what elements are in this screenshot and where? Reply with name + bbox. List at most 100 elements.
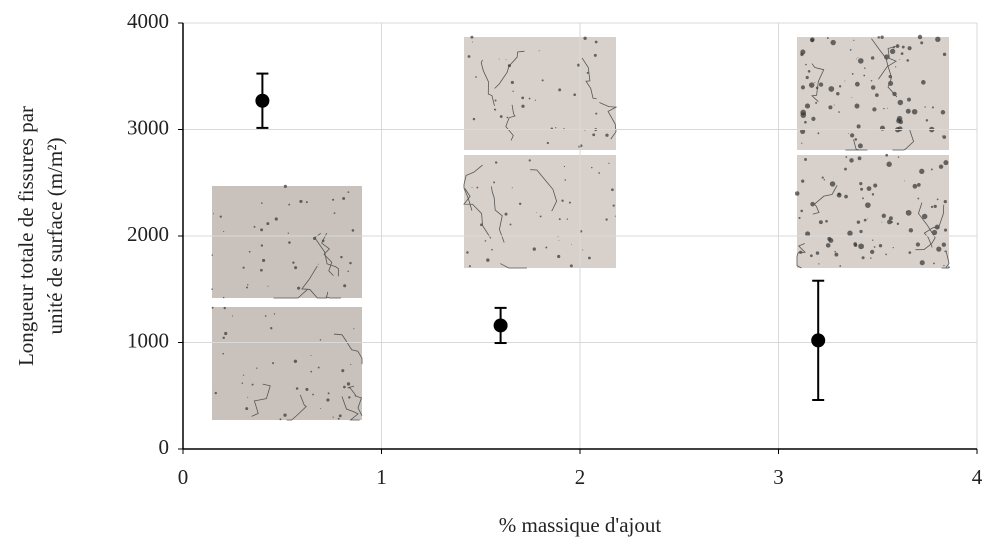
speck — [905, 210, 912, 216]
speck — [608, 162, 610, 164]
speck — [342, 196, 346, 200]
speck — [888, 216, 893, 221]
speck — [343, 284, 347, 288]
speck — [861, 256, 865, 260]
speck — [828, 105, 833, 110]
speck — [494, 99, 497, 102]
speck — [859, 182, 863, 186]
speck — [538, 50, 540, 52]
speck — [245, 286, 248, 289]
speck — [518, 202, 522, 206]
speck — [279, 418, 282, 421]
speck — [214, 391, 217, 395]
speck — [349, 261, 352, 265]
speck — [904, 180, 905, 182]
speck — [808, 82, 815, 88]
crack — [325, 291, 341, 299]
speck — [598, 172, 601, 174]
speck — [849, 158, 854, 163]
speck — [838, 85, 842, 88]
speck — [470, 35, 474, 39]
speck — [854, 103, 860, 109]
speck — [293, 359, 298, 364]
speck — [883, 107, 885, 110]
speck — [295, 387, 299, 390]
speck — [935, 36, 941, 42]
speck — [919, 260, 925, 266]
speck — [895, 66, 897, 68]
speck — [836, 92, 840, 96]
speck — [942, 135, 947, 139]
speck — [521, 104, 525, 108]
x-tick-label: 1 — [376, 465, 387, 489]
speck — [907, 97, 911, 102]
speck — [273, 313, 276, 315]
crack — [500, 263, 527, 269]
y-tick-label: 0 — [159, 435, 170, 459]
speck — [886, 254, 888, 256]
speck — [251, 383, 254, 386]
speck — [818, 82, 824, 87]
speck — [305, 201, 308, 204]
micrograph — [212, 186, 362, 298]
speck — [528, 159, 531, 162]
speck — [299, 199, 303, 204]
speck — [213, 213, 215, 215]
speck — [476, 186, 479, 189]
speck — [870, 257, 872, 259]
speck — [343, 385, 346, 389]
crack — [599, 102, 618, 140]
speck — [911, 108, 918, 115]
speck — [837, 192, 841, 196]
crack — [923, 204, 945, 248]
speck — [350, 363, 352, 366]
speck — [510, 80, 514, 85]
speck — [242, 266, 245, 269]
speck — [857, 57, 859, 58]
speck — [564, 179, 567, 181]
speck — [849, 49, 852, 51]
y-tick-label: 1000 — [127, 328, 169, 352]
crack — [892, 129, 915, 151]
speck — [896, 222, 900, 226]
speck — [944, 228, 948, 232]
speck — [582, 249, 584, 251]
speck — [830, 39, 836, 46]
crack — [811, 63, 825, 102]
speck — [873, 183, 878, 188]
speck — [847, 230, 853, 236]
speck — [877, 36, 880, 39]
speck — [933, 204, 937, 208]
speck — [810, 201, 815, 207]
speck — [222, 296, 225, 299]
speck — [943, 264, 945, 267]
speck — [247, 396, 249, 398]
speck — [310, 370, 313, 373]
y-tick-label: 4000 — [127, 9, 169, 33]
crack — [341, 396, 360, 421]
speck — [801, 179, 805, 183]
speck — [231, 315, 233, 317]
speck — [614, 215, 616, 217]
speck — [901, 45, 905, 49]
speck — [561, 199, 564, 202]
point — [811, 333, 826, 348]
x-tick-label: 2 — [575, 465, 586, 489]
speck — [605, 218, 608, 221]
speck — [829, 181, 836, 187]
speck — [938, 164, 944, 169]
speck — [844, 80, 846, 82]
speck — [907, 46, 912, 51]
speck — [595, 112, 598, 115]
speck — [353, 328, 355, 330]
speck — [223, 306, 226, 310]
speck — [884, 54, 890, 60]
speck — [546, 141, 549, 145]
speck — [800, 209, 803, 213]
speck — [247, 284, 249, 286]
speck — [283, 413, 287, 417]
speck — [860, 187, 864, 191]
speck — [848, 133, 850, 135]
speck — [941, 242, 947, 247]
